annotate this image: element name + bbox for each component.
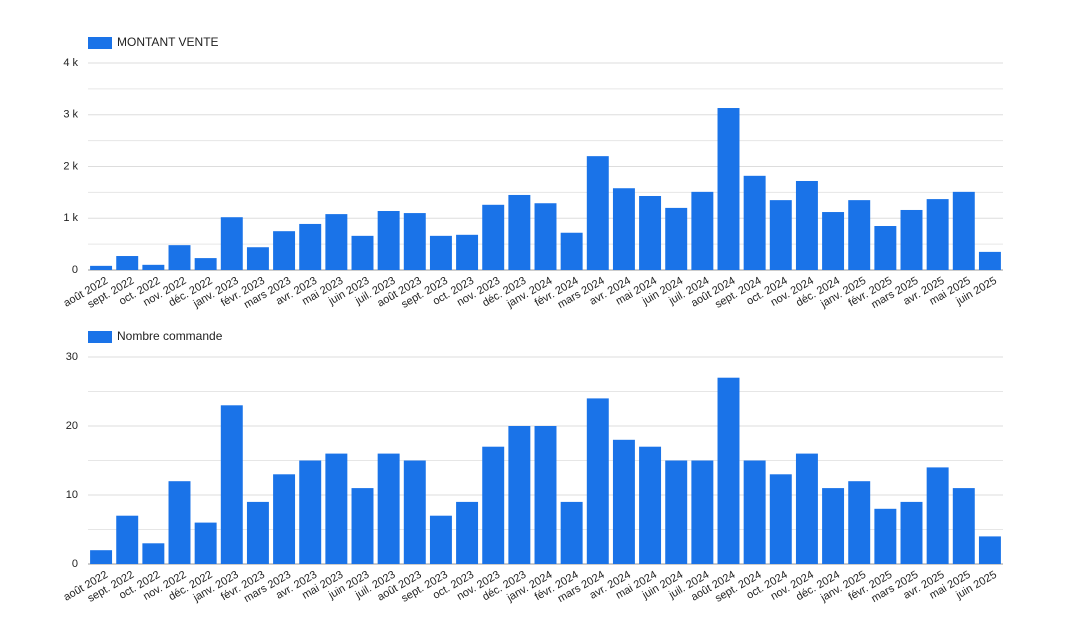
bar <box>769 474 792 564</box>
bar <box>743 460 766 564</box>
legend-swatch <box>88 331 112 343</box>
bar <box>482 446 505 564</box>
bar <box>978 536 1001 564</box>
y-tick-label: 1 k <box>63 212 78 224</box>
bar <box>665 207 688 270</box>
bar <box>586 156 609 270</box>
y-tick-label: 4 k <box>63 57 78 69</box>
bar <box>90 550 113 564</box>
bar <box>429 515 452 564</box>
bar <box>299 223 322 270</box>
bar <box>691 191 714 270</box>
bar <box>403 460 426 564</box>
bar <box>456 234 479 270</box>
bar <box>900 209 923 270</box>
bar <box>482 204 505 270</box>
bar <box>246 501 269 564</box>
bar <box>351 488 374 564</box>
bar <box>90 265 113 270</box>
bar <box>900 501 923 564</box>
bar <box>116 256 139 270</box>
bar <box>639 446 662 564</box>
bar <box>220 405 243 564</box>
bar <box>142 264 165 270</box>
bar <box>586 398 609 564</box>
bar <box>612 439 635 564</box>
bar <box>874 508 897 564</box>
bar <box>639 195 662 270</box>
bar <box>952 191 975 270</box>
bar <box>377 453 400 564</box>
legend-label: MONTANT VENTE <box>117 35 219 49</box>
y-tick-label: 20 <box>66 420 78 432</box>
y-tick-label: 2 k <box>63 160 78 172</box>
bar <box>508 426 531 564</box>
bar <box>273 474 296 564</box>
bar <box>403 213 426 270</box>
legend-swatch <box>88 37 112 49</box>
bar <box>665 460 688 564</box>
bar <box>717 377 740 564</box>
bar <box>456 501 479 564</box>
bar <box>978 251 1001 270</box>
bar <box>273 231 296 270</box>
bar <box>194 522 217 564</box>
y-tick-label: 3 k <box>63 109 78 121</box>
bar <box>325 214 348 270</box>
bar <box>299 460 322 564</box>
bar <box>220 217 243 270</box>
bar <box>377 211 400 270</box>
bar <box>560 232 583 270</box>
bar <box>534 203 557 270</box>
bar <box>822 488 845 564</box>
bar <box>168 245 191 270</box>
bar <box>874 226 897 270</box>
bar <box>246 247 269 270</box>
bar <box>926 199 949 270</box>
y-tick-label: 30 <box>66 351 78 363</box>
bar <box>508 194 531 270</box>
bar <box>848 481 871 564</box>
legend-label: Nombre commande <box>117 329 223 343</box>
bar <box>560 501 583 564</box>
y-tick-label: 0 <box>72 264 78 276</box>
bar <box>351 235 374 270</box>
bar <box>429 235 452 270</box>
bar <box>325 453 348 564</box>
bar <box>612 188 635 270</box>
bar <box>743 175 766 270</box>
bar <box>848 200 871 270</box>
bar <box>795 453 818 564</box>
bar <box>822 212 845 270</box>
y-tick-label: 10 <box>66 489 78 501</box>
bar <box>168 481 191 564</box>
bar <box>194 258 217 270</box>
bar <box>952 488 975 564</box>
bar <box>116 515 139 564</box>
bar <box>142 543 165 564</box>
bar <box>717 108 740 271</box>
bar <box>691 460 714 564</box>
y-tick-label: 0 <box>72 558 78 570</box>
bar <box>795 180 818 270</box>
bar <box>534 426 557 564</box>
bar <box>769 200 792 270</box>
bar <box>926 467 949 564</box>
